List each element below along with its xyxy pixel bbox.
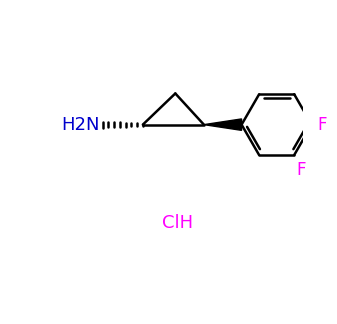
- Text: ClH: ClH: [162, 214, 193, 232]
- Text: H2N: H2N: [61, 116, 99, 133]
- Text: F: F: [296, 161, 306, 179]
- Polygon shape: [204, 119, 242, 130]
- Text: F: F: [317, 116, 327, 133]
